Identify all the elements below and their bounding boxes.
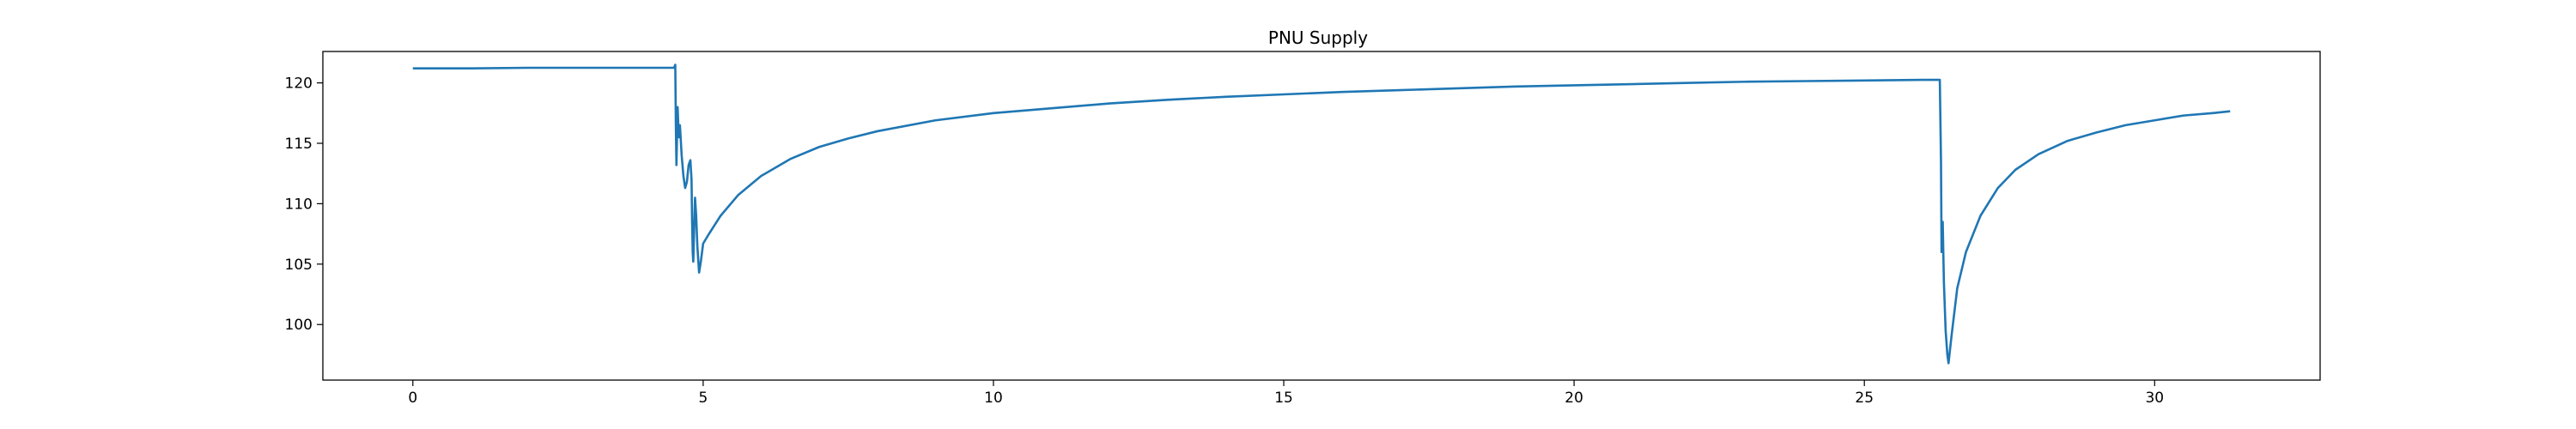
x-tick-label: 15 bbox=[1274, 390, 1293, 407]
plot-frame bbox=[322, 51, 2321, 381]
y-tick-label: 115 bbox=[285, 136, 313, 153]
y-axis: 100 105 110 115 120 bbox=[285, 76, 323, 334]
x-tick-label: 10 bbox=[984, 390, 1003, 407]
y-tick-label: 120 bbox=[285, 76, 313, 93]
x-tick-label: 5 bbox=[698, 390, 708, 407]
chart-title: PNU Supply bbox=[1268, 27, 1368, 48]
y-tick-label: 100 bbox=[285, 317, 313, 334]
x-tick-label: 0 bbox=[408, 390, 417, 407]
x-axis: 0 5 10 15 20 25 30 bbox=[408, 380, 2164, 407]
x-tick-label: 20 bbox=[1564, 390, 1583, 407]
y-tick-label: 105 bbox=[285, 257, 313, 274]
x-tick-label: 25 bbox=[1855, 390, 1874, 407]
y-tick-label: 110 bbox=[285, 196, 313, 213]
x-tick-label: 30 bbox=[2145, 390, 2164, 407]
series-layer bbox=[412, 63, 2231, 365]
series-line-0 bbox=[412, 63, 2231, 365]
